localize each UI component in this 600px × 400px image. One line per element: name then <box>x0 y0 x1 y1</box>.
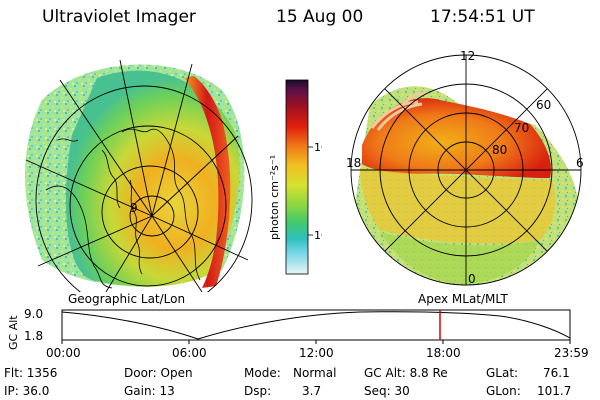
instrument-title: Ultraviolet Imager <box>42 7 196 27</box>
xtick-1200: 12:00 <box>299 346 334 360</box>
door-value: Door: Open <box>124 366 193 380</box>
colorbar-unit-label: photon cm⁻²s⁻¹ <box>268 155 281 240</box>
altitude-ylabel: GC Alt <box>7 315 20 350</box>
mlt-label-6: 6 <box>576 156 584 170</box>
mlat-mlt-polar-plot: 12 18 6 0 60 70 80 <box>346 50 584 286</box>
gcalt-value: GC Alt: 8.8 Re <box>364 366 448 380</box>
altitude-ytick-high: 9.0 <box>24 307 43 321</box>
altitude-plot: GC Alt 9.0 1.8 00:00 06:00 12:00 18:00 2… <box>7 307 589 360</box>
dsp-value: 3.7 <box>302 384 322 398</box>
mlat-label-70: 70 <box>514 121 529 135</box>
glon-label: GLon: <box>486 384 521 398</box>
mlt-label-0: 0 <box>468 272 476 286</box>
dsp-label: Dsp: <box>244 384 272 398</box>
ip-value: IP: 36.0 <box>4 384 50 398</box>
mlat-label-80: 80 <box>492 143 507 157</box>
mlt-label-12: 12 <box>460 50 475 63</box>
xtick-0600: 06:00 <box>172 346 207 360</box>
xtick-2359: 23:59 <box>554 346 589 360</box>
apex-caption: Apex MLat/MLT <box>418 292 508 306</box>
meridian-label: 9 <box>130 201 138 215</box>
colorbar-tick-100: 100 <box>314 141 322 154</box>
date-label: 15 Aug 00 <box>276 7 364 27</box>
gain-value: Gain: 13 <box>124 384 175 398</box>
glat-value: 76.1 <box>543 366 570 380</box>
glat-label: GLat: <box>486 366 519 380</box>
colorbar-tick-10: 10 <box>314 229 322 242</box>
altitude-curve <box>61 311 571 340</box>
mlt-label-18: 18 <box>346 156 361 170</box>
seq-value: Seq: 30 <box>364 384 410 398</box>
time-label: 17:54:51 UT <box>430 7 535 27</box>
mode-label: Mode: <box>244 366 281 380</box>
geographic-caption: Geographic Lat/Lon <box>68 292 186 306</box>
colorbar: 100 10 photon cm⁻²s⁻¹ <box>268 79 322 275</box>
mode-value: Normal <box>293 366 337 380</box>
geographic-image: 9 <box>25 59 253 292</box>
xtick-0000: 00:00 <box>46 346 81 360</box>
altitude-ytick-low: 1.8 <box>24 329 43 343</box>
flt-value: Flt: 1356 <box>4 366 58 380</box>
glon-value: 101.7 <box>537 384 572 398</box>
mlat-label-60: 60 <box>536 98 551 112</box>
xtick-1800: 18:00 <box>426 346 461 360</box>
